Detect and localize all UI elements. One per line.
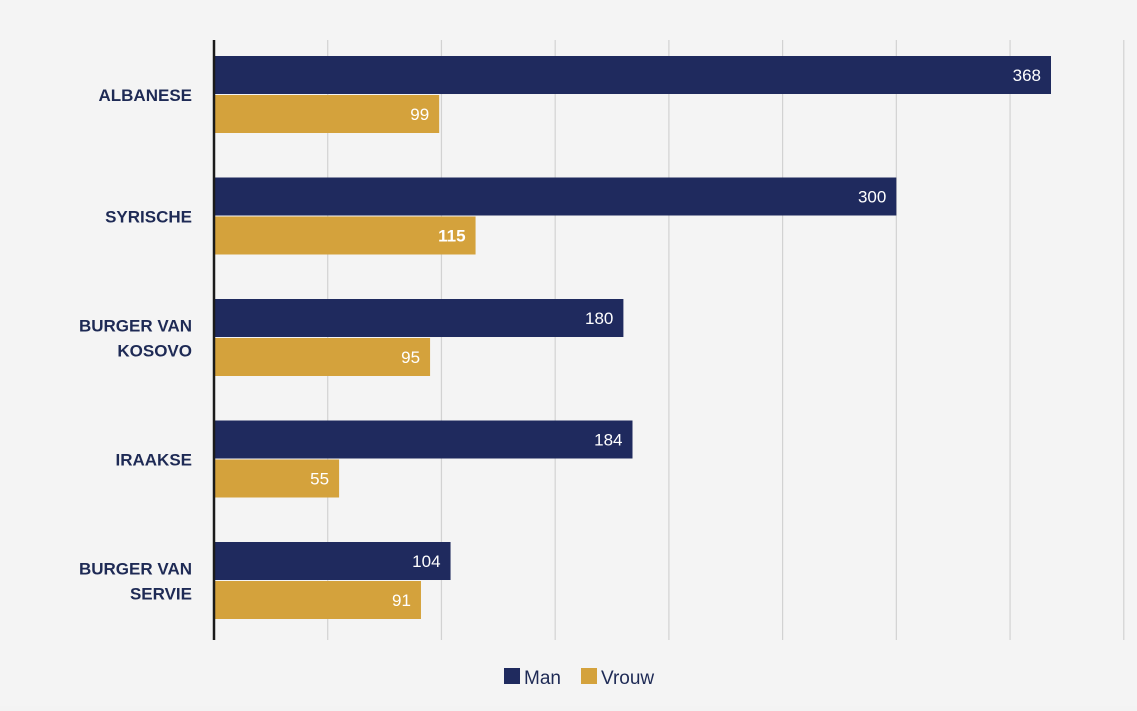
bars: 368 99 300 115 180 95 184 55 104 91 — [214, 56, 1051, 619]
category-label-2-line-1: KOSOVO — [117, 342, 192, 361]
bar-man-0 — [214, 56, 1051, 94]
legend-label-man: Man — [524, 668, 561, 689]
data-label-man-3: 184 — [594, 431, 622, 450]
category-label-0-line-0: ALBANESE — [98, 86, 192, 105]
legend: Man Vrouw — [504, 668, 654, 689]
bar-vrouw-3 — [214, 459, 340, 498]
legend-swatch-man — [504, 668, 520, 684]
data-label-vrouw-2: 95 — [401, 348, 420, 367]
legend-label-vrouw: Vrouw — [601, 668, 654, 689]
data-label-man-1: 300 — [858, 188, 886, 207]
gridlines — [327, 40, 1125, 640]
data-label-vrouw-0: 99 — [410, 105, 429, 124]
data-label-man-4: 104 — [412, 552, 440, 571]
category-labels: ALBANESE SYRISCHE BURGER VAN KOSOVO IRAAKSE B… — [79, 86, 192, 604]
legend-swatch-vrouw — [581, 668, 597, 684]
bar-vrouw-2 — [214, 338, 431, 376]
data-label-vrouw-4: 91 — [392, 591, 411, 610]
bar-vrouw-1 — [214, 216, 476, 255]
category-label-1-line-0: SYRISCHE — [105, 208, 192, 227]
category-label-4-line-1: SERVIE — [130, 585, 192, 604]
data-label-man-0: 368 — [1013, 66, 1041, 85]
data-label-vrouw-1: 115 — [438, 227, 465, 246]
category-label-3-line-0: IRAAKSE — [115, 451, 192, 470]
data-label-man-2: 180 — [585, 309, 613, 328]
bar-vrouw-0 — [214, 95, 440, 133]
bar-vrouw-4 — [214, 581, 421, 619]
data-label-vrouw-3: 55 — [310, 470, 329, 489]
bar-man-4 — [214, 542, 451, 580]
category-label-4-line-0: BURGER VAN — [79, 560, 192, 579]
bar-man-3 — [214, 420, 633, 459]
bar-man-2 — [214, 299, 624, 337]
category-label-2-line-0: BURGER VAN — [79, 317, 192, 336]
bar-man-1 — [214, 177, 897, 216]
